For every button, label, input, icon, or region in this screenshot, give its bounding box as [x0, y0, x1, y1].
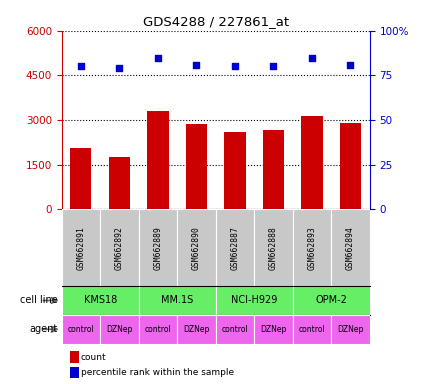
Text: DZNep: DZNep — [106, 325, 133, 334]
Text: count: count — [81, 353, 106, 362]
Bar — [293, 315, 331, 344]
Point — [270, 63, 277, 70]
Point — [309, 55, 315, 61]
Bar — [62, 286, 139, 315]
Text: control: control — [299, 325, 326, 334]
Bar — [301, 116, 323, 209]
Bar — [139, 209, 177, 286]
Text: DZNep: DZNep — [337, 325, 364, 334]
Bar — [215, 286, 293, 315]
Text: GSM662893: GSM662893 — [307, 226, 317, 270]
Text: control: control — [221, 325, 248, 334]
Text: control: control — [68, 325, 94, 334]
Bar — [331, 315, 370, 344]
Point — [116, 65, 123, 71]
Bar — [254, 315, 293, 344]
Text: GSM662888: GSM662888 — [269, 226, 278, 270]
Text: GSM662889: GSM662889 — [153, 226, 162, 270]
Bar — [215, 315, 254, 344]
Bar — [147, 111, 168, 209]
Text: NCI-H929: NCI-H929 — [231, 295, 278, 306]
Text: cell line: cell line — [20, 295, 57, 306]
Point — [155, 55, 162, 61]
Bar — [340, 123, 361, 209]
Bar — [263, 131, 284, 209]
Text: OPM-2: OPM-2 — [315, 295, 347, 306]
Bar — [62, 209, 100, 286]
Point — [77, 63, 84, 70]
Text: KMS18: KMS18 — [84, 295, 117, 306]
Bar — [70, 148, 91, 209]
Title: GDS4288 / 227861_at: GDS4288 / 227861_at — [143, 15, 289, 28]
Bar — [331, 209, 370, 286]
Bar — [109, 157, 130, 209]
Bar — [224, 132, 246, 209]
Text: DZNep: DZNep — [183, 325, 210, 334]
Bar — [139, 315, 177, 344]
Bar — [177, 315, 215, 344]
Bar — [139, 286, 215, 315]
Text: agent: agent — [29, 324, 57, 334]
Point — [232, 63, 238, 70]
Bar — [186, 124, 207, 209]
Text: DZNep: DZNep — [260, 325, 286, 334]
Text: GSM662894: GSM662894 — [346, 226, 355, 270]
Point — [193, 61, 200, 68]
Bar — [100, 315, 139, 344]
Bar — [62, 315, 100, 344]
Text: MM.1S: MM.1S — [161, 295, 193, 306]
Bar — [215, 209, 254, 286]
Bar — [293, 286, 370, 315]
Bar — [100, 209, 139, 286]
Bar — [293, 209, 331, 286]
Bar — [177, 209, 215, 286]
Text: GSM662891: GSM662891 — [76, 226, 85, 270]
Text: GSM662890: GSM662890 — [192, 226, 201, 270]
Point — [347, 61, 354, 68]
Bar — [254, 209, 293, 286]
Text: GSM662892: GSM662892 — [115, 226, 124, 270]
Text: control: control — [144, 325, 171, 334]
Text: percentile rank within the sample: percentile rank within the sample — [81, 368, 234, 377]
Text: GSM662887: GSM662887 — [230, 226, 239, 270]
